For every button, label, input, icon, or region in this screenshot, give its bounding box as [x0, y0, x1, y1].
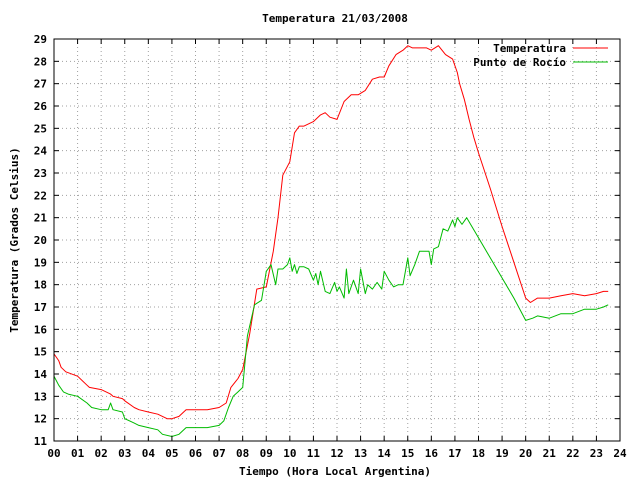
legend-label-temperatura: Temperatura — [493, 42, 566, 55]
x-tick-label: 22 — [566, 447, 579, 460]
chart-title: Temperatura 21/03/2008 — [262, 12, 408, 25]
y-tick-label: 18 — [34, 279, 47, 292]
x-tick-label: 17 — [448, 447, 461, 460]
series-layer — [53, 45, 609, 437]
x-tick-label: 16 — [425, 447, 439, 460]
x-tick-label: 08 — [236, 447, 249, 460]
ticks — [53, 38, 621, 442]
y-tick-label: 24 — [34, 145, 48, 158]
x-tick-label: 18 — [472, 447, 485, 460]
x-tick-label: 06 — [189, 447, 203, 460]
x-tick-label: 04 — [142, 447, 156, 460]
x-tick-label: 11 — [307, 447, 321, 460]
x-tick-label: 13 — [354, 447, 367, 460]
x-tick-label: 14 — [378, 447, 392, 460]
y-tick-label: 11 — [34, 435, 48, 448]
legend: Temperatura Punto de Rocío — [473, 42, 608, 69]
y-tick-labels: 11 12 13 14 15 16 17 18 19 20 21 22 23 24 25 26 27 28 29 — [34, 33, 48, 448]
x-tick-labels: 00 01 02 03 04 05 06 07 08 09 10 11 12 13 14 15 16 17 18 19… — [47, 447, 627, 460]
y-tick-label: 26 — [34, 100, 48, 113]
y-axis-label: Temperatura (Grados Celsius) — [8, 147, 21, 332]
y-tick-label: 13 — [34, 390, 47, 403]
y-tick-label: 16 — [34, 323, 48, 336]
y-tick-label: 19 — [34, 256, 47, 269]
grid — [54, 39, 620, 441]
x-tick-label: 24 — [613, 447, 627, 460]
x-tick-label: 21 — [543, 447, 557, 460]
x-axis-label: Tiempo (Hora Local Argentina) — [239, 465, 431, 478]
x-tick-label: 15 — [401, 447, 414, 460]
y-tick-label: 14 — [34, 368, 48, 381]
y-tick-label: 28 — [34, 55, 47, 68]
y-tick-label: 21 — [34, 212, 48, 225]
x-tick-label: 07 — [212, 447, 225, 460]
x-tick-label: 12 — [330, 447, 343, 460]
x-tick-label: 05 — [165, 447, 178, 460]
x-tick-label: 19 — [495, 447, 508, 460]
x-tick-label: 02 — [95, 447, 108, 460]
y-tick-label: 17 — [34, 301, 47, 314]
x-tick-label: 10 — [283, 447, 296, 460]
y-tick-label: 12 — [34, 413, 47, 426]
y-tick-label: 29 — [34, 33, 47, 46]
y-tick-label: 15 — [34, 346, 47, 359]
x-tick-label: 09 — [260, 447, 273, 460]
x-tick-label: 01 — [71, 447, 85, 460]
x-tick-label: 20 — [519, 447, 532, 460]
y-tick-label: 20 — [34, 234, 47, 247]
y-tick-label: 25 — [34, 122, 47, 135]
series-line-punto-de-rocio — [53, 217, 609, 437]
y-tick-label: 27 — [34, 78, 47, 91]
series-line-temperatura — [53, 45, 609, 420]
y-tick-label: 22 — [34, 189, 47, 202]
y-tick-label: 23 — [34, 167, 47, 180]
x-tick-label: 23 — [590, 447, 603, 460]
legend-label-punto-de-rocio: Punto de Rocío — [473, 56, 566, 69]
x-tick-label: 03 — [118, 447, 131, 460]
x-tick-label: 00 — [47, 447, 60, 460]
